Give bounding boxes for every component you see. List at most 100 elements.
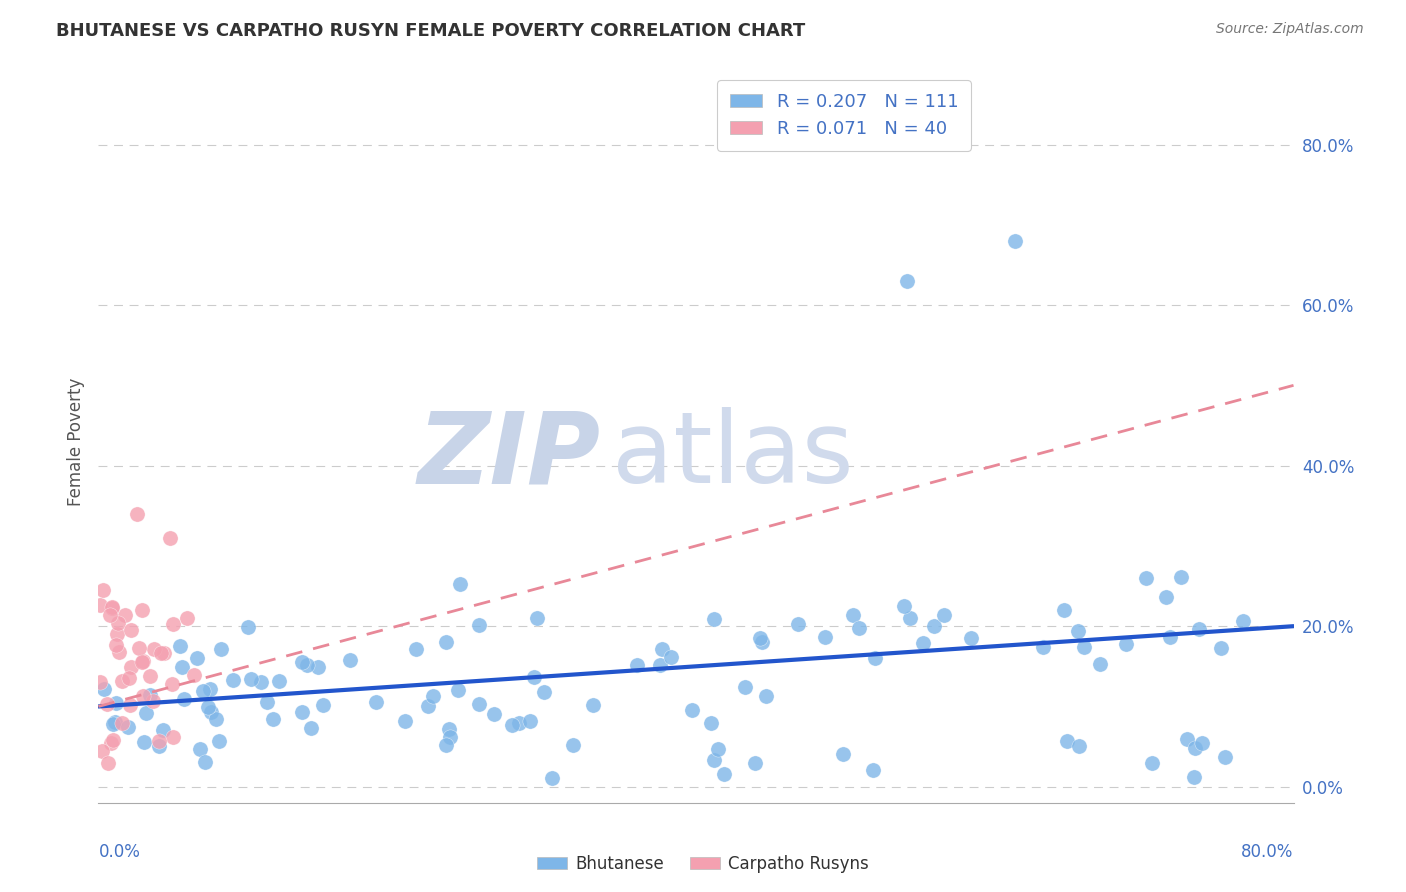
Point	[132, 654, 155, 668]
Point	[149, 646, 172, 660]
Point	[91, 582, 114, 597]
Point	[541, 772, 564, 786]
Point	[114, 607, 136, 622]
Point	[932, 608, 955, 623]
Point	[626, 658, 648, 673]
Point	[101, 599, 124, 614]
Point	[436, 739, 458, 753]
Point	[1088, 657, 1111, 671]
Point	[89, 598, 111, 612]
Point	[193, 683, 215, 698]
Point	[533, 685, 555, 699]
Point	[107, 615, 129, 630]
Point	[848, 621, 870, 635]
Point	[1056, 734, 1078, 748]
Text: 0.0%: 0.0%	[98, 843, 141, 861]
Point	[120, 660, 142, 674]
Point	[105, 627, 128, 641]
Point	[1188, 623, 1211, 637]
Point	[125, 507, 148, 521]
Point	[744, 756, 766, 770]
Point	[651, 641, 673, 656]
Point	[299, 721, 322, 735]
Point	[439, 731, 461, 745]
Y-axis label: Female Poverty: Female Poverty	[66, 377, 84, 506]
Point	[755, 689, 778, 703]
Point	[97, 756, 120, 770]
Point	[111, 715, 134, 730]
Point	[959, 631, 981, 645]
Point	[1170, 570, 1192, 584]
Point	[842, 607, 865, 622]
Point	[291, 655, 314, 669]
Point	[143, 642, 166, 657]
Point	[707, 742, 730, 756]
Point	[681, 703, 703, 717]
Point	[1156, 590, 1178, 604]
Text: ZIP: ZIP	[418, 408, 600, 505]
Point	[922, 619, 945, 633]
Text: 80.0%: 80.0%	[1241, 843, 1294, 861]
Point	[896, 274, 918, 288]
Point	[256, 695, 278, 709]
Point	[702, 611, 724, 625]
Point	[238, 620, 260, 634]
Point	[862, 763, 884, 777]
Point	[893, 599, 915, 613]
Point	[1209, 640, 1232, 655]
Point	[467, 697, 489, 711]
Point	[139, 669, 162, 683]
Point	[173, 692, 195, 706]
Point	[650, 658, 672, 673]
Point	[160, 677, 183, 691]
Point	[162, 616, 184, 631]
Point	[222, 673, 245, 687]
Point	[176, 611, 198, 625]
Point	[312, 698, 335, 712]
Point	[307, 659, 329, 673]
Point	[148, 734, 170, 748]
Point	[204, 712, 226, 726]
Point	[787, 617, 810, 632]
Point	[700, 716, 723, 731]
Point	[1159, 630, 1181, 644]
Point	[1140, 756, 1163, 770]
Point	[898, 610, 921, 624]
Legend: Bhutanese, Carpatho Rusyns: Bhutanese, Carpatho Rusyns	[530, 848, 876, 880]
Point	[105, 638, 128, 652]
Point	[152, 723, 174, 738]
Point	[131, 655, 153, 669]
Point	[1232, 614, 1254, 628]
Point	[93, 681, 115, 696]
Point	[713, 767, 735, 781]
Point	[186, 651, 208, 665]
Point	[139, 688, 162, 702]
Point	[1135, 571, 1157, 585]
Point	[416, 699, 439, 714]
Point	[1182, 770, 1205, 784]
Point	[1069, 739, 1091, 753]
Point	[1004, 234, 1026, 248]
Point	[508, 716, 530, 731]
Point	[267, 673, 290, 688]
Point	[526, 611, 548, 625]
Point	[449, 577, 471, 591]
Point	[239, 672, 262, 686]
Point	[366, 695, 388, 709]
Point	[434, 635, 457, 649]
Point	[134, 735, 156, 749]
Point	[468, 618, 491, 632]
Point	[183, 668, 205, 682]
Text: Source: ZipAtlas.com: Source: ZipAtlas.com	[1216, 22, 1364, 37]
Point	[117, 720, 139, 734]
Point	[148, 739, 170, 754]
Text: BHUTANESE VS CARPATHO RUSYN FEMALE POVERTY CORRELATION CHART: BHUTANESE VS CARPATHO RUSYN FEMALE POVER…	[56, 22, 806, 40]
Point	[118, 671, 141, 685]
Point	[582, 698, 605, 712]
Point	[1177, 731, 1199, 746]
Point	[405, 642, 427, 657]
Point	[1032, 640, 1054, 654]
Point	[561, 738, 583, 752]
Point	[1115, 637, 1137, 651]
Point	[162, 730, 184, 744]
